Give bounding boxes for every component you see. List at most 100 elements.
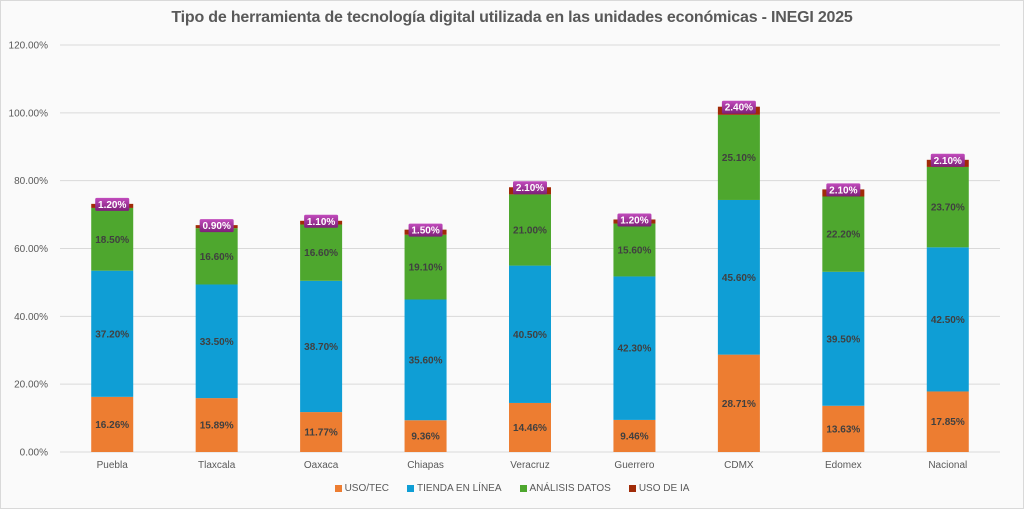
legend-item: USO DE IA [628,483,690,494]
data-label-box [199,219,234,233]
bar-segment [300,412,343,452]
bar-segment [717,354,760,452]
data-label-box [513,181,547,195]
legend-label: USO DE IA [638,483,690,494]
data-label: 1.10% [307,217,335,228]
bar-segment [91,207,134,271]
data-label: 19.10% [409,263,443,274]
data-label: 37.20% [95,329,129,340]
bar-segment [300,224,343,281]
data-label: 16.60% [304,248,338,259]
data-label: 0.90% [202,221,230,232]
legend-swatch [407,485,415,492]
y-tick-label: 80.00% [14,176,48,187]
bar-segment [613,419,656,452]
bar-segment [509,194,551,266]
data-label-box [721,100,756,114]
data-label: 14.46% [513,423,547,434]
bar-segment [404,299,447,421]
data-label: 38.70% [304,342,338,353]
bar-segment [404,420,447,452]
data-label: 1.20% [620,215,648,226]
data-label: 40.50% [513,330,547,341]
x-tick-label: Puebla [97,460,129,471]
data-label-box [304,214,339,228]
x-tick-label: Oaxaca [304,460,339,471]
bar-segment [300,280,343,413]
data-label: 22.20% [826,230,860,241]
bar-segment [509,265,551,403]
bar-segment [195,284,238,399]
data-label: 2.10% [934,156,962,167]
bar-segment [91,270,134,397]
x-tick-label: Veracruz [510,460,549,471]
legend-label: ANÁLISIS DATOS [529,483,611,494]
data-label: 2.10% [829,185,857,196]
data-label: 21.00% [513,225,547,236]
data-label: 42.30% [617,344,651,355]
y-tick-label: 40.00% [14,312,48,323]
bar-segment [717,199,760,355]
chart-title: Tipo de herramienta de tecnología digita… [171,9,853,26]
data-label: 16.60% [200,252,234,263]
bar-segment [613,223,656,277]
data-label: 25.10% [722,153,756,164]
legend-item: USO/TEC [334,483,390,494]
data-label: 42.50% [931,315,965,326]
data-label: 39.50% [826,334,860,345]
data-label-box [826,183,861,197]
bar-segment [404,234,447,300]
bar-segment [195,398,238,452]
x-tick-label: Guerrero [614,460,654,471]
bar-segment [195,228,238,285]
data-label: 23.70% [931,203,965,214]
y-tick-label: 100.00% [9,108,49,119]
y-tick-label: 0.00% [20,448,48,459]
data-label-box [617,213,652,227]
x-tick-label: Chiapas [407,460,444,471]
bar-segment [822,196,865,272]
data-label-box [930,153,965,167]
data-label: 33.50% [200,337,234,348]
bar-segment [926,247,969,392]
data-label: 18.50% [95,235,129,246]
legend-swatch [628,485,636,492]
data-label: 2.40% [725,103,753,114]
data-label: 17.85% [931,417,965,428]
legend-swatch [334,485,342,492]
bar-segment [822,405,865,452]
legend-item: TIENDA EN LÍNEA [407,483,502,494]
data-label: 35.60% [409,355,443,366]
x-tick-label: Nacional [928,460,967,471]
data-label: 9.46% [620,431,648,442]
data-label: 9.36% [411,432,439,443]
legend-swatch [519,485,527,492]
data-label: 15.89% [200,421,234,432]
data-label: 13.63% [826,424,860,435]
bar-segment [926,166,969,248]
x-tick-label: Edomex [825,460,862,471]
data-label-box [95,197,130,211]
data-label: 11.77% [304,428,337,439]
data-label: 28.71% [722,399,756,410]
bar-segment [91,396,134,452]
data-label: 45.60% [722,273,756,284]
y-tick-label: 20.00% [14,380,48,391]
legend: USO/TEC TIENDA EN LÍNEA ANÁLISIS DATOS USO … [0,483,1024,494]
data-label: 2.10% [516,183,544,194]
legend-label: TIENDA EN LÍNEA [417,483,502,494]
data-label: 1.50% [411,226,439,237]
x-tick-label: CDMX [724,460,754,471]
bar-segment [613,276,656,420]
bar-segment [926,391,969,452]
bar-segment [509,402,551,452]
data-label: 16.26% [95,420,129,431]
legend-label: USO/TEC [344,483,390,494]
x-tick-label: Tlaxcala [198,460,236,471]
data-label: 1.20% [98,200,126,211]
bar-segment [822,271,865,406]
y-tick-label: 60.00% [14,244,48,255]
data-label: 15.60% [617,245,651,256]
legend-item: ANÁLISIS DATOS [519,483,611,494]
